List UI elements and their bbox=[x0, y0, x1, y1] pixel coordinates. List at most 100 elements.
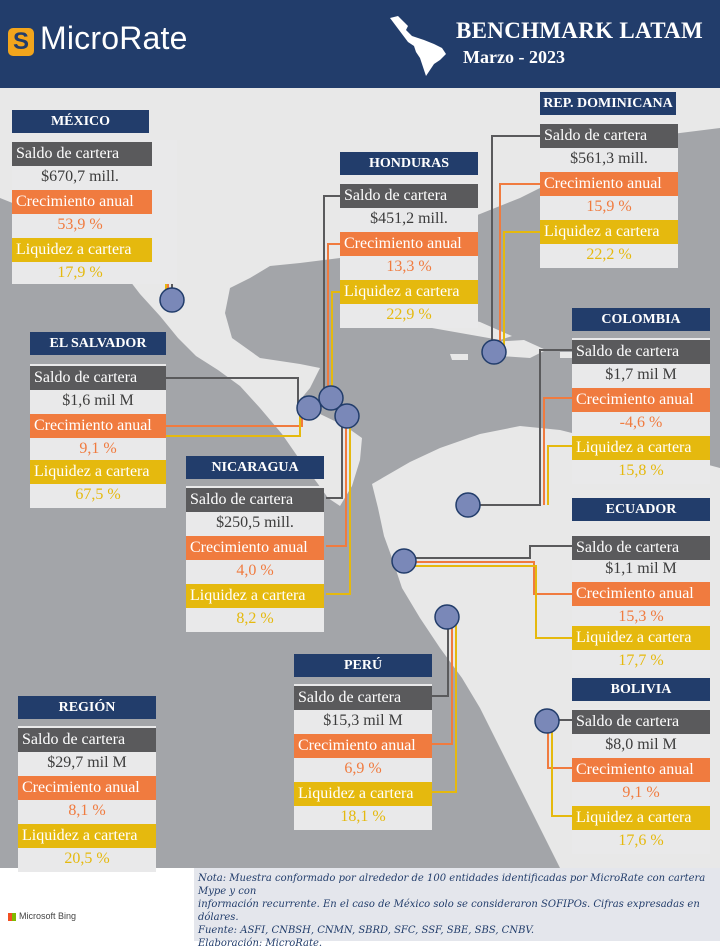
country-title: COLOMBIA bbox=[572, 308, 710, 331]
crecimiento-label: Crecimiento anual bbox=[572, 758, 710, 782]
microrate-logo-icon: S bbox=[8, 28, 34, 56]
saldo-label: Saldo de cartera bbox=[340, 184, 478, 208]
saldo-label: Saldo de cartera bbox=[572, 340, 710, 364]
saldo-value: $1,1 mil M bbox=[605, 560, 677, 577]
liquidez-label: Liquidez a cartera bbox=[30, 460, 166, 484]
region-card: REGIÓN Saldo de cartera $29,7 mil M Crec… bbox=[18, 696, 156, 872]
crecimiento-value: 15,3 % bbox=[618, 608, 664, 625]
liquidez-label: Liquidez a cartera bbox=[12, 238, 152, 262]
card-panel: Saldo de cartera $670,7 mill. Crecimient… bbox=[12, 140, 177, 284]
north-america-landmass bbox=[0, 88, 720, 506]
crecimiento-value: -4,6 % bbox=[619, 414, 663, 431]
liquidez-label: Liquidez a cartera bbox=[294, 782, 432, 806]
jamaica-landmass bbox=[450, 354, 468, 360]
country-title: EL SALVADOR bbox=[30, 332, 166, 355]
crecimiento-value: 9,1 % bbox=[622, 784, 660, 801]
liquidez-label: Liquidez a cartera bbox=[18, 824, 156, 848]
liquidez-label: Liquidez a cartera bbox=[572, 626, 710, 650]
saldo-value: $670,7 mill. bbox=[41, 168, 119, 185]
map-attribution: Microsoft Bing bbox=[8, 911, 76, 921]
saldo-value: $451,2 mill. bbox=[370, 210, 448, 227]
saldo-value: $1,7 mil M bbox=[605, 366, 677, 383]
saldo-value: $1,6 mil M bbox=[62, 392, 134, 409]
page-subtitle: Marzo - 2023 bbox=[463, 47, 565, 67]
notes-panel bbox=[194, 868, 720, 941]
note-line-4: Elaboración: MicroRate. bbox=[198, 938, 323, 949]
latin-america-silhouette-icon bbox=[390, 16, 446, 76]
country-title: REP. DOMINICANA bbox=[540, 92, 676, 115]
liquidez-label: Liquidez a cartera bbox=[572, 436, 710, 460]
liquidez-label: Liquidez a cartera bbox=[186, 584, 324, 608]
country-card-colombia: COLOMBIA Saldo de cartera $1,7 mil M Cre… bbox=[572, 308, 710, 484]
note-line-2: información recurrente. En el caso de Mé… bbox=[198, 899, 700, 923]
saldo-label: Saldo de cartera bbox=[186, 488, 324, 512]
crecimiento-label: Crecimiento anual bbox=[30, 414, 166, 438]
card-panel: Saldo de cartera $250,5 mill. Crecimient… bbox=[186, 486, 324, 632]
note-line-3: Fuente: ASFI, CNBSH, CNMN, SBRD, SFC, SS… bbox=[198, 925, 535, 936]
card-panel: Saldo de cartera $8,0 mil M Crecimiento … bbox=[572, 708, 710, 854]
brand-name: MicroRate bbox=[40, 20, 188, 56]
card-panel: Saldo de cartera $1,7 mil M Crecimiento … bbox=[572, 338, 710, 484]
notes-text: Nota: Muestra conformado por alrededor d… bbox=[198, 872, 716, 950]
crecimiento-label: Crecimiento anual bbox=[294, 734, 432, 758]
crecimiento-value: 13,3 % bbox=[386, 258, 432, 275]
crecimiento-label: Crecimiento anual bbox=[340, 232, 478, 256]
card-panel: Saldo de cartera $1,1 mil M Crecimiento … bbox=[572, 534, 710, 674]
header-banner: S MicroRate BENCHMARK LATAM Marzo - 2023 bbox=[0, 0, 720, 88]
country-title: REGIÓN bbox=[18, 696, 156, 719]
country-card-peru: PERÚ Saldo de cartera $15,3 mil M Crecim… bbox=[294, 654, 432, 830]
crecimiento-value: 53,9 % bbox=[57, 216, 103, 233]
country-card-bolivia: BOLIVIA Saldo de cartera $8,0 mil M Crec… bbox=[572, 678, 710, 854]
crecimiento-label: Crecimiento anual bbox=[186, 536, 324, 560]
crecimiento-label: Crecimiento anual bbox=[572, 388, 710, 412]
country-title: PERÚ bbox=[294, 654, 432, 677]
crecimiento-label: Crecimiento anual bbox=[12, 190, 152, 214]
liquidez-label: Liquidez a cartera bbox=[572, 806, 710, 830]
saldo-label: Saldo de cartera bbox=[294, 686, 432, 710]
liquidez-label: Liquidez a cartera bbox=[340, 280, 478, 304]
liquidez-label: Liquidez a cartera bbox=[540, 220, 678, 244]
country-card-rep-dominicana: REP. DOMINICANA Saldo de cartera $561,3 … bbox=[540, 92, 678, 268]
liquidez-value: 22,9 % bbox=[386, 306, 432, 323]
saldo-label: Saldo de cartera bbox=[30, 366, 166, 390]
attribution-text: Microsoft Bing bbox=[19, 911, 77, 921]
saldo-value: $29,7 mil M bbox=[47, 754, 127, 771]
card-panel: Saldo de cartera $15,3 mil M Crecimiento… bbox=[294, 684, 432, 830]
saldo-label: Saldo de cartera bbox=[540, 124, 678, 148]
crecimiento-value: 6,9 % bbox=[344, 760, 382, 777]
saldo-label: Saldo de cartera bbox=[572, 536, 710, 560]
liquidez-value: 17,7 % bbox=[618, 652, 664, 669]
saldo-label: Saldo de cartera bbox=[572, 710, 710, 734]
saldo-label: Saldo de cartera bbox=[18, 728, 156, 752]
liquidez-value: 17,6 % bbox=[618, 832, 664, 849]
crecimiento-label: Crecimiento anual bbox=[18, 776, 156, 800]
country-title: HONDURAS bbox=[340, 152, 478, 175]
crecimiento-value: 15,9 % bbox=[586, 198, 632, 215]
country-title: ECUADOR bbox=[572, 498, 710, 521]
card-panel: Saldo de cartera $561,3 mill. Crecimient… bbox=[540, 122, 678, 268]
card-panel: Saldo de cartera $451,2 mill. Crecimient… bbox=[340, 182, 478, 328]
liquidez-value: 18,1 % bbox=[340, 808, 386, 825]
microsoft-logo-icon bbox=[8, 912, 16, 921]
liquidez-value: 67,5 % bbox=[75, 486, 121, 503]
country-card-mexico: MÉXICO Saldo de cartera $670,7 mill. Cre… bbox=[12, 110, 177, 284]
country-title: NICARAGUA bbox=[186, 456, 324, 479]
hispaniola-landmass bbox=[490, 340, 546, 358]
liquidez-value: 8,2 % bbox=[236, 610, 274, 627]
country-title: MÉXICO bbox=[12, 110, 149, 133]
saldo-label: Saldo de cartera bbox=[12, 142, 152, 166]
saldo-value: $250,5 mill. bbox=[216, 514, 294, 531]
saldo-value: $15,3 mil M bbox=[323, 712, 403, 729]
crecimiento-label: Crecimiento anual bbox=[540, 172, 678, 196]
liquidez-value: 17,9 % bbox=[57, 264, 103, 281]
country-card-el-salvador: EL SALVADOR Saldo de cartera $1,6 mil M … bbox=[30, 332, 166, 508]
card-panel: Saldo de cartera $1,6 mil M Crecimiento … bbox=[30, 364, 166, 508]
crecimiento-value: 9,1 % bbox=[79, 440, 117, 457]
liquidez-value: 22,2 % bbox=[586, 246, 632, 263]
country-card-honduras: HONDURAS Saldo de cartera $451,2 mill. C… bbox=[340, 152, 478, 328]
country-card-ecuador: ECUADOR Saldo de cartera $1,1 mil M Crec… bbox=[572, 498, 710, 674]
card-panel: Saldo de cartera $29,7 mil M Crecimiento… bbox=[18, 726, 156, 872]
note-line-1: Nota: Muestra conformado por alrededor d… bbox=[198, 873, 706, 897]
liquidez-value: 15,8 % bbox=[618, 462, 664, 479]
saldo-value: $8,0 mil M bbox=[605, 736, 677, 753]
